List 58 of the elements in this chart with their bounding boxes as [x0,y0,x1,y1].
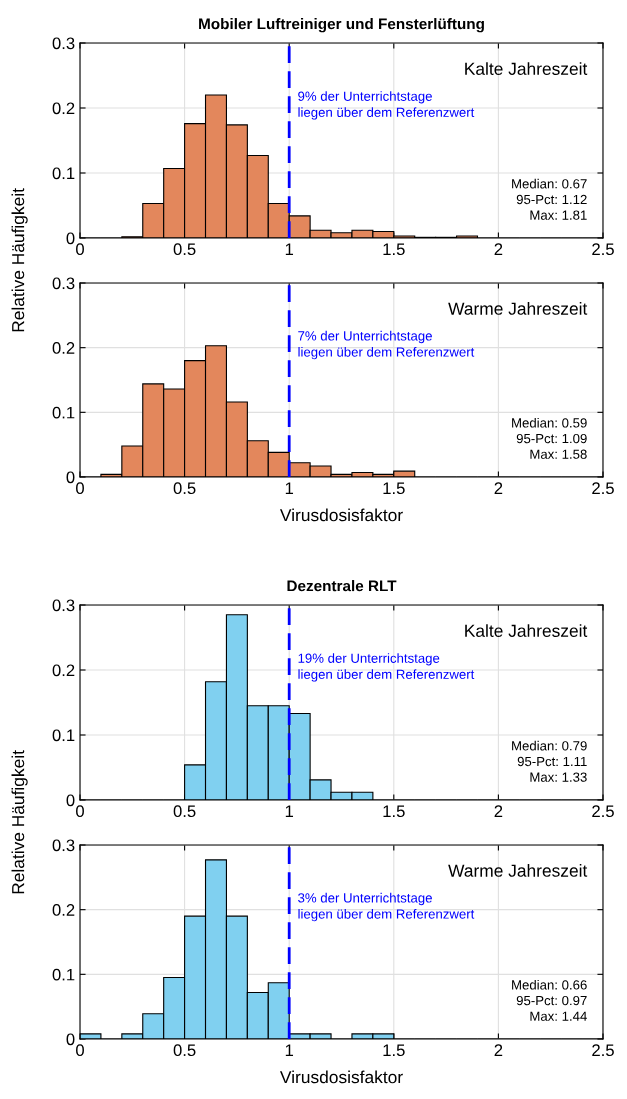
x-tick-label: 1.5 [383,805,405,818]
y-tick-label: 0.2 [52,904,75,916]
annotation: Median: 0.67 95-Pct: 1.12 Max: 1.81 [512,178,587,220]
y-tick-label: 0.2 [52,342,75,354]
y-tick-label: 0 [66,794,75,807]
x-tick-label: 1.5 [383,1044,405,1057]
annotation: Median: 0.59 95-Pct: 1.09 Max: 1.58 [512,417,587,459]
x-tick-label: 0 [76,243,84,256]
chart-title: Dezentrale RLT [287,580,397,592]
x-tick-label: 1.5 [383,482,405,495]
x-tick-label: 2 [494,482,503,494]
y-tick-label: 0.3 [52,599,75,612]
x-tick-label: 2 [494,805,503,817]
x-tick-label: 2 [494,243,503,255]
x-tick-label: 1 [285,243,294,255]
y-tick-label: 0.3 [52,839,75,852]
x-tick-label: 2.5 [592,1044,614,1057]
ref-line-label: 9% der Unterrichtstage liegen über dem Referenzwert [298,91,475,120]
x-axis-title: Virusdosisfaktor [279,508,403,522]
x-tick-label: 1 [285,482,294,494]
annotation: Median: 0.66 95-Pct: 0.97 Max: 1.44 [512,979,587,1021]
ref-line-label: 7% der Unterrichtstage liegen über dem Referenzwert [298,330,475,360]
x-tick-label: 0 [76,1044,84,1057]
annotation: Warme Jahreszeit [448,302,588,315]
y-tick-label: 0.1 [52,968,75,981]
x-tick-label: 0.5 [173,482,196,495]
annotation: Median: 0.79 95-Pct: 1.11 Max: 1.33 [512,740,587,782]
chart-title: Mobiler Luftreiniger und Fensterlüftung [199,18,484,33]
x-tick-label: 0 [76,482,84,495]
y-tick-label: 0.1 [52,729,75,742]
x-tick-label: 2.5 [592,482,614,495]
y-axis-title: Relative Häufigkeit [11,750,28,894]
ref-line-label: 19% der Unterrichtstage liegen über dem Referenzwert [298,653,475,682]
y-axis-title: Relative Häufigkeit [11,188,28,332]
annotation: Kalte Jahreszeit [465,62,588,75]
x-tick-label: 2.5 [592,805,614,818]
y-tick-label: 0.3 [52,37,75,50]
x-tick-label: 0.5 [173,243,196,256]
y-tick-label: 0 [66,1033,75,1046]
y-tick-label: 0 [66,232,75,245]
ref-line-label: 3% der Unterrichtstage liegen über dem Referenzwert [298,892,475,922]
y-tick-label: 0 [66,471,75,484]
y-tick-label: 0.1 [52,167,75,180]
x-tick-label: 2.5 [592,243,614,256]
x-tick-label: 0.5 [173,805,196,818]
y-tick-label: 0.1 [52,406,75,419]
x-tick-label: 2 [494,1044,503,1056]
x-tick-label: 1.5 [383,243,405,256]
y-tick-label: 0.2 [52,664,75,677]
x-tick-label: 0.5 [173,1044,196,1057]
annotation: Warme Jahreszeit [448,864,588,877]
y-tick-label: 0.2 [52,102,75,115]
y-tick-label: 0.3 [52,277,75,290]
annotation: Kalte Jahreszeit [465,624,588,637]
x-tick-label: 0 [76,805,84,818]
x-axis-title: Virusdosisfaktor [279,1070,403,1084]
x-tick-label: 1 [285,1044,294,1056]
x-tick-label: 1 [285,805,294,817]
